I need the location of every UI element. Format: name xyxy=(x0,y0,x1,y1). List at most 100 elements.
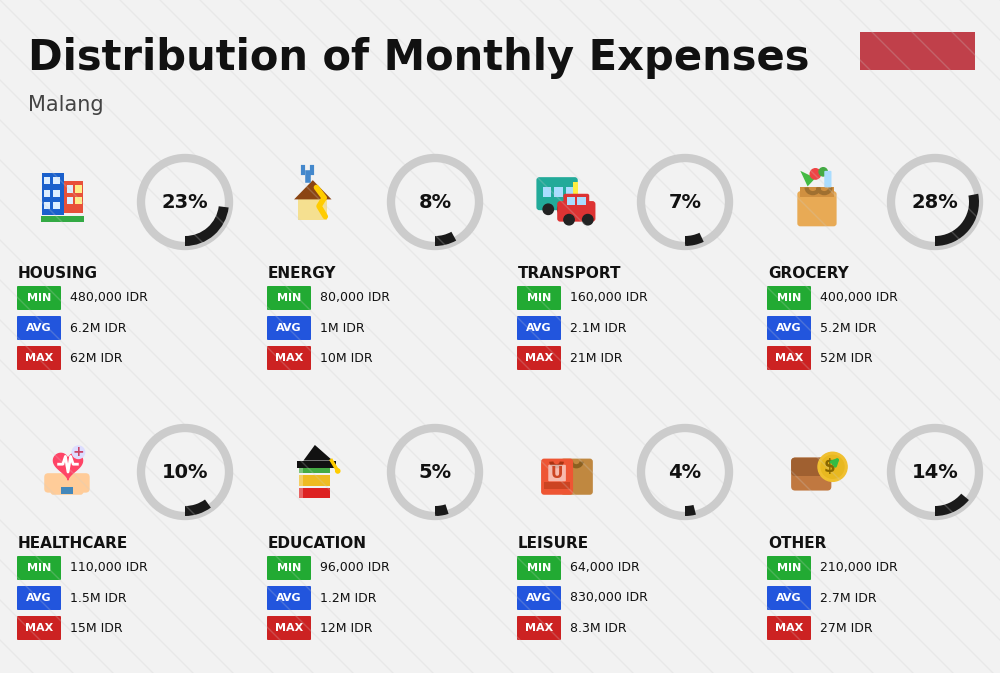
FancyBboxPatch shape xyxy=(267,556,311,580)
Text: MIN: MIN xyxy=(777,293,801,303)
FancyBboxPatch shape xyxy=(17,286,61,310)
Wedge shape xyxy=(935,494,969,516)
FancyBboxPatch shape xyxy=(517,556,561,580)
Text: 80,000 IDR: 80,000 IDR xyxy=(320,291,390,304)
Text: 160,000 IDR: 160,000 IDR xyxy=(570,291,648,304)
Text: 1.2M IDR: 1.2M IDR xyxy=(320,592,376,604)
FancyBboxPatch shape xyxy=(50,479,83,495)
FancyBboxPatch shape xyxy=(44,473,90,493)
FancyBboxPatch shape xyxy=(61,487,73,494)
FancyBboxPatch shape xyxy=(17,616,61,640)
FancyBboxPatch shape xyxy=(299,488,330,498)
FancyBboxPatch shape xyxy=(44,177,50,184)
Wedge shape xyxy=(185,206,229,246)
FancyBboxPatch shape xyxy=(767,346,811,370)
Text: 1M IDR: 1M IDR xyxy=(320,322,365,334)
Text: 52M IDR: 52M IDR xyxy=(820,351,873,365)
Text: MIN: MIN xyxy=(277,293,301,303)
FancyBboxPatch shape xyxy=(767,286,811,310)
FancyBboxPatch shape xyxy=(797,191,837,226)
FancyBboxPatch shape xyxy=(566,188,574,197)
Text: AVG: AVG xyxy=(526,323,552,333)
Text: 5%: 5% xyxy=(418,462,452,481)
FancyBboxPatch shape xyxy=(517,586,561,610)
FancyBboxPatch shape xyxy=(299,488,303,498)
FancyBboxPatch shape xyxy=(53,190,60,197)
Text: HEALTHCARE: HEALTHCARE xyxy=(18,536,128,551)
FancyBboxPatch shape xyxy=(860,32,975,70)
FancyBboxPatch shape xyxy=(517,286,561,310)
FancyBboxPatch shape xyxy=(297,460,336,468)
FancyBboxPatch shape xyxy=(824,171,831,187)
Text: MAX: MAX xyxy=(525,623,553,633)
FancyBboxPatch shape xyxy=(800,188,834,197)
Circle shape xyxy=(821,456,844,479)
Text: 4%: 4% xyxy=(668,462,702,481)
Text: 64,000 IDR: 64,000 IDR xyxy=(570,561,640,575)
Text: Malang: Malang xyxy=(28,95,104,115)
FancyBboxPatch shape xyxy=(299,475,330,485)
Text: MIN: MIN xyxy=(527,563,551,573)
FancyBboxPatch shape xyxy=(767,616,811,640)
Text: U: U xyxy=(550,466,563,481)
Text: MAX: MAX xyxy=(275,623,303,633)
Wedge shape xyxy=(435,232,456,246)
Text: 2.1M IDR: 2.1M IDR xyxy=(570,322,626,334)
Text: MIN: MIN xyxy=(777,563,801,573)
Circle shape xyxy=(72,446,85,458)
Circle shape xyxy=(819,168,827,176)
Text: MIN: MIN xyxy=(277,563,301,573)
Text: AVG: AVG xyxy=(276,323,302,333)
Polygon shape xyxy=(800,171,815,186)
Wedge shape xyxy=(935,194,979,246)
FancyBboxPatch shape xyxy=(767,586,811,610)
Wedge shape xyxy=(685,233,704,246)
Text: MIN: MIN xyxy=(527,293,551,303)
Text: OTHER: OTHER xyxy=(768,536,826,551)
FancyBboxPatch shape xyxy=(42,174,64,215)
Wedge shape xyxy=(685,505,696,516)
FancyBboxPatch shape xyxy=(41,215,84,222)
FancyBboxPatch shape xyxy=(53,177,60,184)
FancyBboxPatch shape xyxy=(298,199,327,220)
FancyBboxPatch shape xyxy=(543,188,551,197)
Text: 1.5M IDR: 1.5M IDR xyxy=(70,592,127,604)
Circle shape xyxy=(564,215,574,225)
Text: AVG: AVG xyxy=(26,593,52,603)
Text: AVG: AVG xyxy=(276,593,302,603)
Text: MIN: MIN xyxy=(27,293,51,303)
Text: HOUSING: HOUSING xyxy=(18,266,98,281)
Text: 5.2M IDR: 5.2M IDR xyxy=(820,322,877,334)
FancyBboxPatch shape xyxy=(17,556,61,580)
Text: GROCERY: GROCERY xyxy=(768,266,849,281)
FancyBboxPatch shape xyxy=(567,197,575,205)
Wedge shape xyxy=(435,504,449,516)
Text: 15M IDR: 15M IDR xyxy=(70,621,123,635)
FancyBboxPatch shape xyxy=(536,177,578,210)
Text: 6.2M IDR: 6.2M IDR xyxy=(70,322,126,334)
FancyBboxPatch shape xyxy=(44,202,50,209)
Circle shape xyxy=(336,469,340,473)
FancyBboxPatch shape xyxy=(67,185,73,192)
Text: Distribution of Monthly Expenses: Distribution of Monthly Expenses xyxy=(28,37,810,79)
FancyBboxPatch shape xyxy=(767,316,811,340)
Text: 110,000 IDR: 110,000 IDR xyxy=(70,561,148,575)
Circle shape xyxy=(818,452,847,481)
Polygon shape xyxy=(303,445,333,460)
FancyBboxPatch shape xyxy=(517,616,561,640)
Text: 400,000 IDR: 400,000 IDR xyxy=(820,291,898,304)
Polygon shape xyxy=(294,180,332,199)
FancyBboxPatch shape xyxy=(17,316,61,340)
FancyBboxPatch shape xyxy=(767,556,811,580)
Text: 10%: 10% xyxy=(162,462,208,481)
FancyBboxPatch shape xyxy=(554,188,563,197)
Text: $: $ xyxy=(824,458,835,476)
FancyBboxPatch shape xyxy=(299,462,330,473)
Text: AVG: AVG xyxy=(776,593,802,603)
Text: 480,000 IDR: 480,000 IDR xyxy=(70,291,148,304)
FancyBboxPatch shape xyxy=(44,190,50,197)
Text: 10M IDR: 10M IDR xyxy=(320,351,373,365)
FancyBboxPatch shape xyxy=(17,586,61,610)
Circle shape xyxy=(583,215,593,225)
FancyBboxPatch shape xyxy=(53,202,60,209)
